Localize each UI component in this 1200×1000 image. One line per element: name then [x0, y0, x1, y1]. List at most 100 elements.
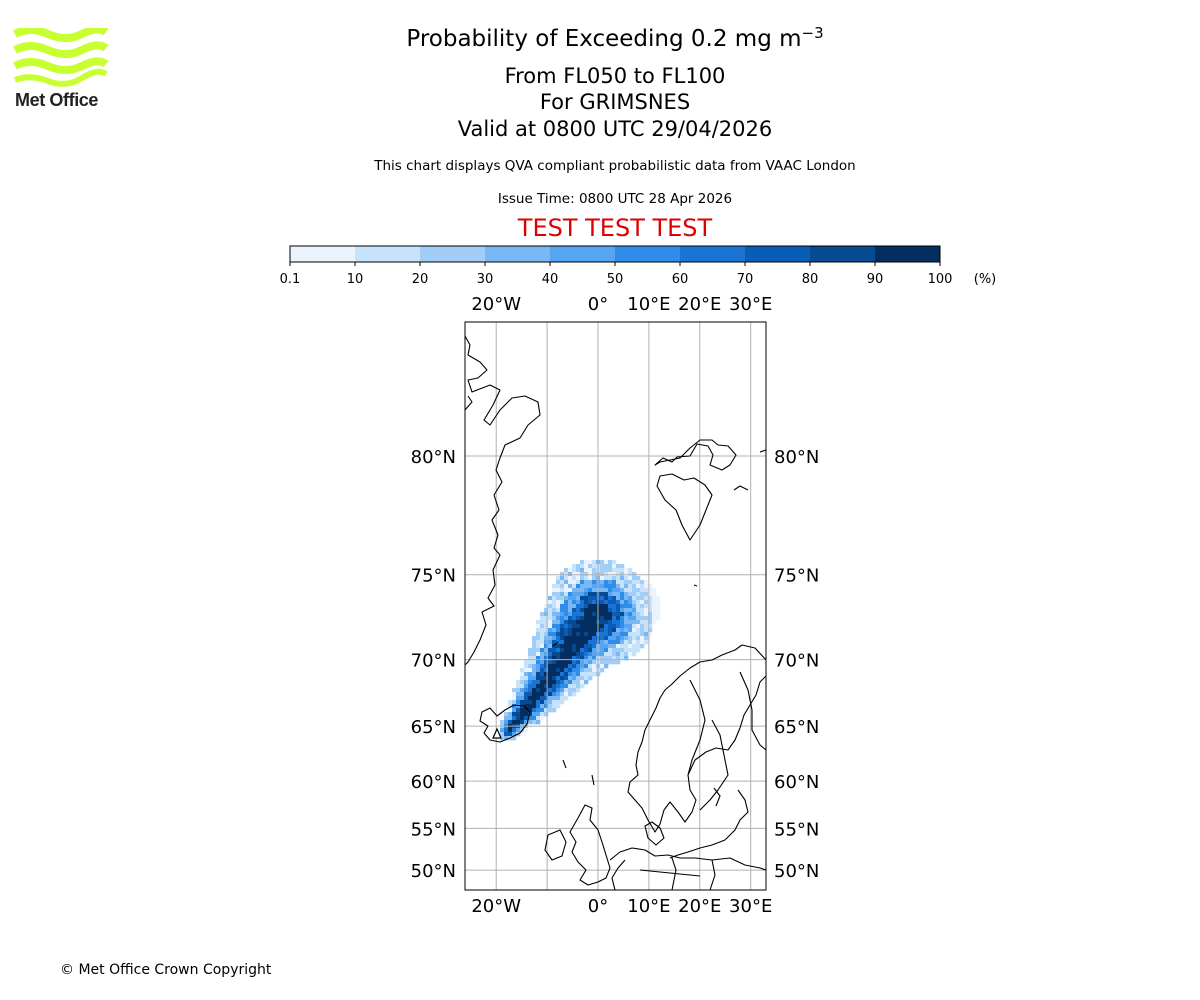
- colorbar-tick-label: 10: [347, 272, 364, 287]
- plume-cell: [600, 596, 605, 601]
- plume-cell: [608, 560, 613, 565]
- plume-cell: [648, 612, 653, 617]
- plume-cell: [616, 640, 621, 645]
- plume-cell: [588, 636, 593, 641]
- plume-cell: [588, 664, 593, 669]
- plume-cell: [576, 640, 581, 645]
- plume-cell: [544, 636, 549, 641]
- plume-cell: [584, 640, 589, 645]
- plume-cell: [580, 660, 585, 665]
- europe-coast: [609, 847, 766, 871]
- plume-cell: [624, 652, 629, 657]
- plume-cell: [608, 648, 613, 653]
- plume-cell: [520, 672, 525, 677]
- plume-cell: [548, 656, 553, 661]
- plume-cell: [520, 676, 525, 681]
- plume-cell: [604, 604, 609, 609]
- plume-cell: [612, 592, 617, 597]
- plume-cell: [564, 616, 569, 621]
- plume-cell: [564, 632, 569, 637]
- plume-cell: [604, 588, 609, 593]
- plume-cell: [608, 608, 613, 613]
- plume-cell: [532, 716, 537, 721]
- plume-cell: [592, 560, 597, 565]
- plume-cell: [536, 656, 541, 661]
- plume-cell: [532, 672, 537, 677]
- plume-cell: [616, 580, 621, 585]
- plume-cell: [564, 640, 569, 645]
- plume-cell: [592, 628, 597, 633]
- plume-cell: [548, 680, 553, 685]
- plume-cell: [588, 564, 593, 569]
- plume-cell: [656, 600, 661, 605]
- plume-cell: [560, 680, 565, 685]
- plume-cell: [560, 600, 565, 605]
- plume-cell: [620, 648, 625, 653]
- plume-cell: [580, 572, 585, 577]
- plume-cell: [592, 600, 597, 605]
- plume-cell: [548, 628, 553, 633]
- scandinavia-coast: [627, 644, 766, 833]
- plume-cell: [584, 564, 589, 569]
- plume-cell: [580, 620, 585, 625]
- plume-cell: [632, 652, 637, 657]
- svalbard-east: [733, 485, 749, 491]
- longitude-label: 20°W: [471, 896, 521, 917]
- plume-cell: [568, 672, 573, 677]
- plume-cell: [512, 720, 517, 725]
- plume-cell: [620, 628, 625, 633]
- plume-cell: [580, 628, 585, 633]
- plume-cell: [608, 568, 613, 573]
- plume-cell: [564, 596, 569, 601]
- plume-cell: [556, 632, 561, 637]
- plume-cell: [580, 592, 585, 597]
- plume-cell: [552, 652, 557, 657]
- plume-cell: [520, 688, 525, 693]
- plume-cell: [644, 620, 649, 625]
- plume-cell: [560, 632, 565, 637]
- plume-cell: [560, 624, 565, 629]
- plume-cell: [644, 636, 649, 641]
- plume-cell: [548, 652, 553, 657]
- plume-cell: [532, 664, 537, 669]
- plume-cell: [572, 656, 577, 661]
- plume-cell: [608, 600, 613, 605]
- plume-cell: [552, 692, 557, 697]
- plume-cell: [608, 588, 613, 593]
- plume-cell: [568, 576, 573, 581]
- svalbard-spitsbergen: [656, 473, 713, 541]
- plume-cell: [612, 644, 617, 649]
- plume-cell: [620, 656, 625, 661]
- plume-cell: [564, 684, 569, 689]
- plume-cell: [640, 636, 645, 641]
- plume-cell: [624, 600, 629, 605]
- plume-cell: [556, 652, 561, 657]
- plume-cell: [568, 620, 573, 625]
- plume-cell: [568, 616, 573, 621]
- plume-cell: [536, 636, 541, 641]
- graticule: [465, 322, 766, 890]
- plume-cell: [652, 604, 657, 609]
- plume-cell: [548, 696, 553, 701]
- plume-cell: [588, 624, 593, 629]
- plume-cell: [572, 664, 577, 669]
- plume-cell: [560, 612, 565, 617]
- plume-cell: [592, 636, 597, 641]
- plume-cell: [532, 644, 537, 649]
- plume-cell: [552, 632, 557, 637]
- plume-cell: [536, 664, 541, 669]
- plume-cell: [572, 640, 577, 645]
- plume-cell: [604, 652, 609, 657]
- plume-cell: [592, 632, 597, 637]
- plume-cell: [584, 608, 589, 613]
- plume-cell: [600, 568, 605, 573]
- plume-cell: [584, 624, 589, 629]
- plume-cell: [592, 588, 597, 593]
- latitude-label: 50°N: [411, 861, 456, 882]
- faroe-islands: [562, 759, 567, 769]
- plume-cell: [552, 700, 557, 705]
- latitude-label: 55°N: [411, 819, 456, 840]
- plume-cell: [568, 608, 573, 613]
- plume-cell: [524, 728, 529, 733]
- plume-cell: [544, 652, 549, 657]
